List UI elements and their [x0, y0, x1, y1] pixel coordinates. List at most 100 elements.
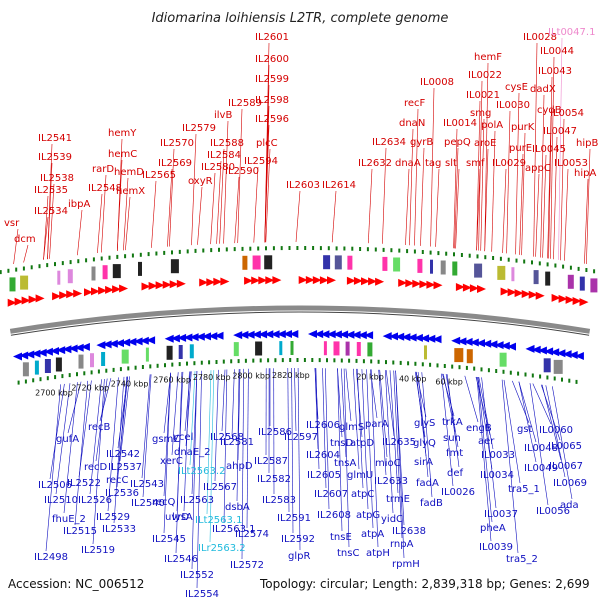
leader-line-top	[550, 56, 555, 259]
gene-label-bottom: IL2546	[164, 554, 198, 565]
gene-label-bottom: pheA	[480, 523, 506, 534]
reverse-gene-arrow	[289, 330, 299, 338]
gene-label-bottom: tra5_2	[506, 554, 538, 565]
leader-line-top	[151, 180, 157, 248]
gene-label-top: ibpA	[68, 199, 90, 210]
backbone-arc	[9, 305, 591, 334]
leader-line-bottom	[356, 368, 364, 489]
leader-line-bottom	[518, 381, 537, 463]
forward-gene-arrow	[7, 298, 17, 307]
forward-gene-arrow	[148, 281, 158, 290]
inner-marker-tick	[289, 358, 292, 362]
function-color-box	[90, 353, 94, 368]
outer-marker-tick	[124, 254, 127, 259]
backbone-edge	[10, 311, 590, 336]
gene-label-bottom: IL2519	[81, 545, 115, 556]
reverse-gene-arrow	[401, 333, 411, 342]
function-color-box	[279, 341, 283, 356]
inner-marker-tick	[97, 369, 100, 374]
inner-marker-tick	[575, 379, 578, 384]
gene-label-top: purK	[511, 122, 535, 133]
outer-marker-tick	[359, 247, 362, 251]
function-color-box	[166, 345, 173, 360]
reverse-gene-arrow	[382, 332, 392, 341]
gene-label-top: IL2603	[286, 180, 320, 191]
reverse-gene-arrow	[146, 336, 156, 345]
gene-label-bottom: recD	[84, 462, 108, 473]
reverse-gene-arrow	[189, 333, 199, 342]
gene-label-bottom: IL2536	[105, 488, 139, 499]
gene-label-bottom: recB	[88, 422, 111, 433]
leader-line-bottom	[361, 369, 369, 510]
forward-gene-arrow	[551, 293, 561, 302]
gene-label-bottom: tnsD	[330, 438, 353, 449]
gene-label-bottom: IL2537	[108, 462, 142, 473]
outer-marker-tick	[445, 251, 448, 256]
gene-label-top: IL2569	[158, 158, 192, 169]
function-color-box	[454, 348, 464, 363]
inner-marker-tick	[296, 358, 299, 362]
outer-marker-tick	[538, 261, 541, 266]
forward-gene-arrow	[375, 277, 385, 286]
inner-marker-tick	[32, 378, 35, 383]
gene-label-bottom: IL2586	[258, 427, 292, 438]
reverse-gene-arrow	[283, 330, 292, 338]
inner-marker-tick	[149, 364, 152, 369]
leader-line-top	[169, 148, 175, 247]
outer-marker-tick	[319, 246, 322, 251]
outer-marker-tick	[249, 246, 252, 251]
reverse-gene-arrow	[364, 331, 374, 340]
inner-marker-tick	[333, 358, 336, 363]
leader-line-bottom	[294, 367, 297, 432]
gene-label-bottom: tra5_1	[508, 484, 540, 495]
outer-marker-tick	[406, 249, 409, 254]
gene-label-bottom: def	[447, 468, 464, 479]
outer-marker-tick	[499, 256, 502, 261]
leader-line-bottom	[117, 376, 128, 449]
gene-label-top: IL2579	[182, 123, 216, 134]
inner-marker-tick	[531, 373, 534, 378]
leader-line-bottom	[417, 371, 429, 478]
gene-label-top: IL0044	[540, 46, 574, 57]
leader-line-bottom	[345, 368, 352, 422]
inner-marker-tick	[222, 359, 225, 364]
gene-label-bottom: sun	[443, 433, 461, 444]
gene-label-top: ilvB	[214, 110, 232, 121]
reverse-gene-arrow	[37, 348, 47, 357]
reverse-gene-arrow	[469, 338, 479, 347]
leader-line-bottom	[241, 368, 244, 560]
leader-line-top	[125, 196, 131, 251]
inner-marker-tick	[24, 379, 27, 384]
outer-marker-tick	[476, 254, 479, 259]
forward-gene-arrow	[455, 283, 465, 291]
gene-label-bottom: fadA	[416, 478, 439, 489]
reverse-gene-arrow	[195, 332, 205, 341]
gene-label-bottom: yidC	[381, 514, 403, 525]
reverse-gene-arrow	[531, 345, 541, 354]
leader-line-bottom	[89, 379, 102, 495]
gene-label-bottom: IL2633	[374, 476, 408, 487]
gene-label-bottom: IL2604	[306, 450, 340, 461]
gene-label-top: IL0029	[492, 158, 526, 169]
outer-marker-tick	[398, 248, 401, 253]
function-color-box	[440, 260, 446, 275]
gene-label-top: IL2580	[201, 162, 235, 173]
forward-gene-arrow	[258, 276, 268, 285]
reverse-gene-arrow	[395, 332, 405, 341]
leader-line-top	[491, 130, 496, 252]
reverse-gene-arrow	[233, 331, 243, 340]
leader-line-top	[223, 120, 229, 244]
gene-label-bottom: ILr2563.2	[198, 543, 246, 554]
reverse-gene-arrow	[251, 330, 261, 339]
inner-marker-tick	[436, 363, 439, 368]
function-color-box	[567, 274, 574, 289]
reverse-gene-arrow	[74, 343, 84, 352]
gene-label-top: cydB	[537, 105, 562, 116]
gene-label-bottom: IL2608	[317, 510, 351, 521]
gene-label-bottom: IL0033	[481, 450, 515, 461]
leader-line-bottom	[341, 368, 347, 458]
gene-label-top: IL2534	[34, 206, 68, 217]
gene-label-bottom: IL2592	[281, 534, 315, 545]
forward-gene-arrow	[462, 283, 472, 292]
